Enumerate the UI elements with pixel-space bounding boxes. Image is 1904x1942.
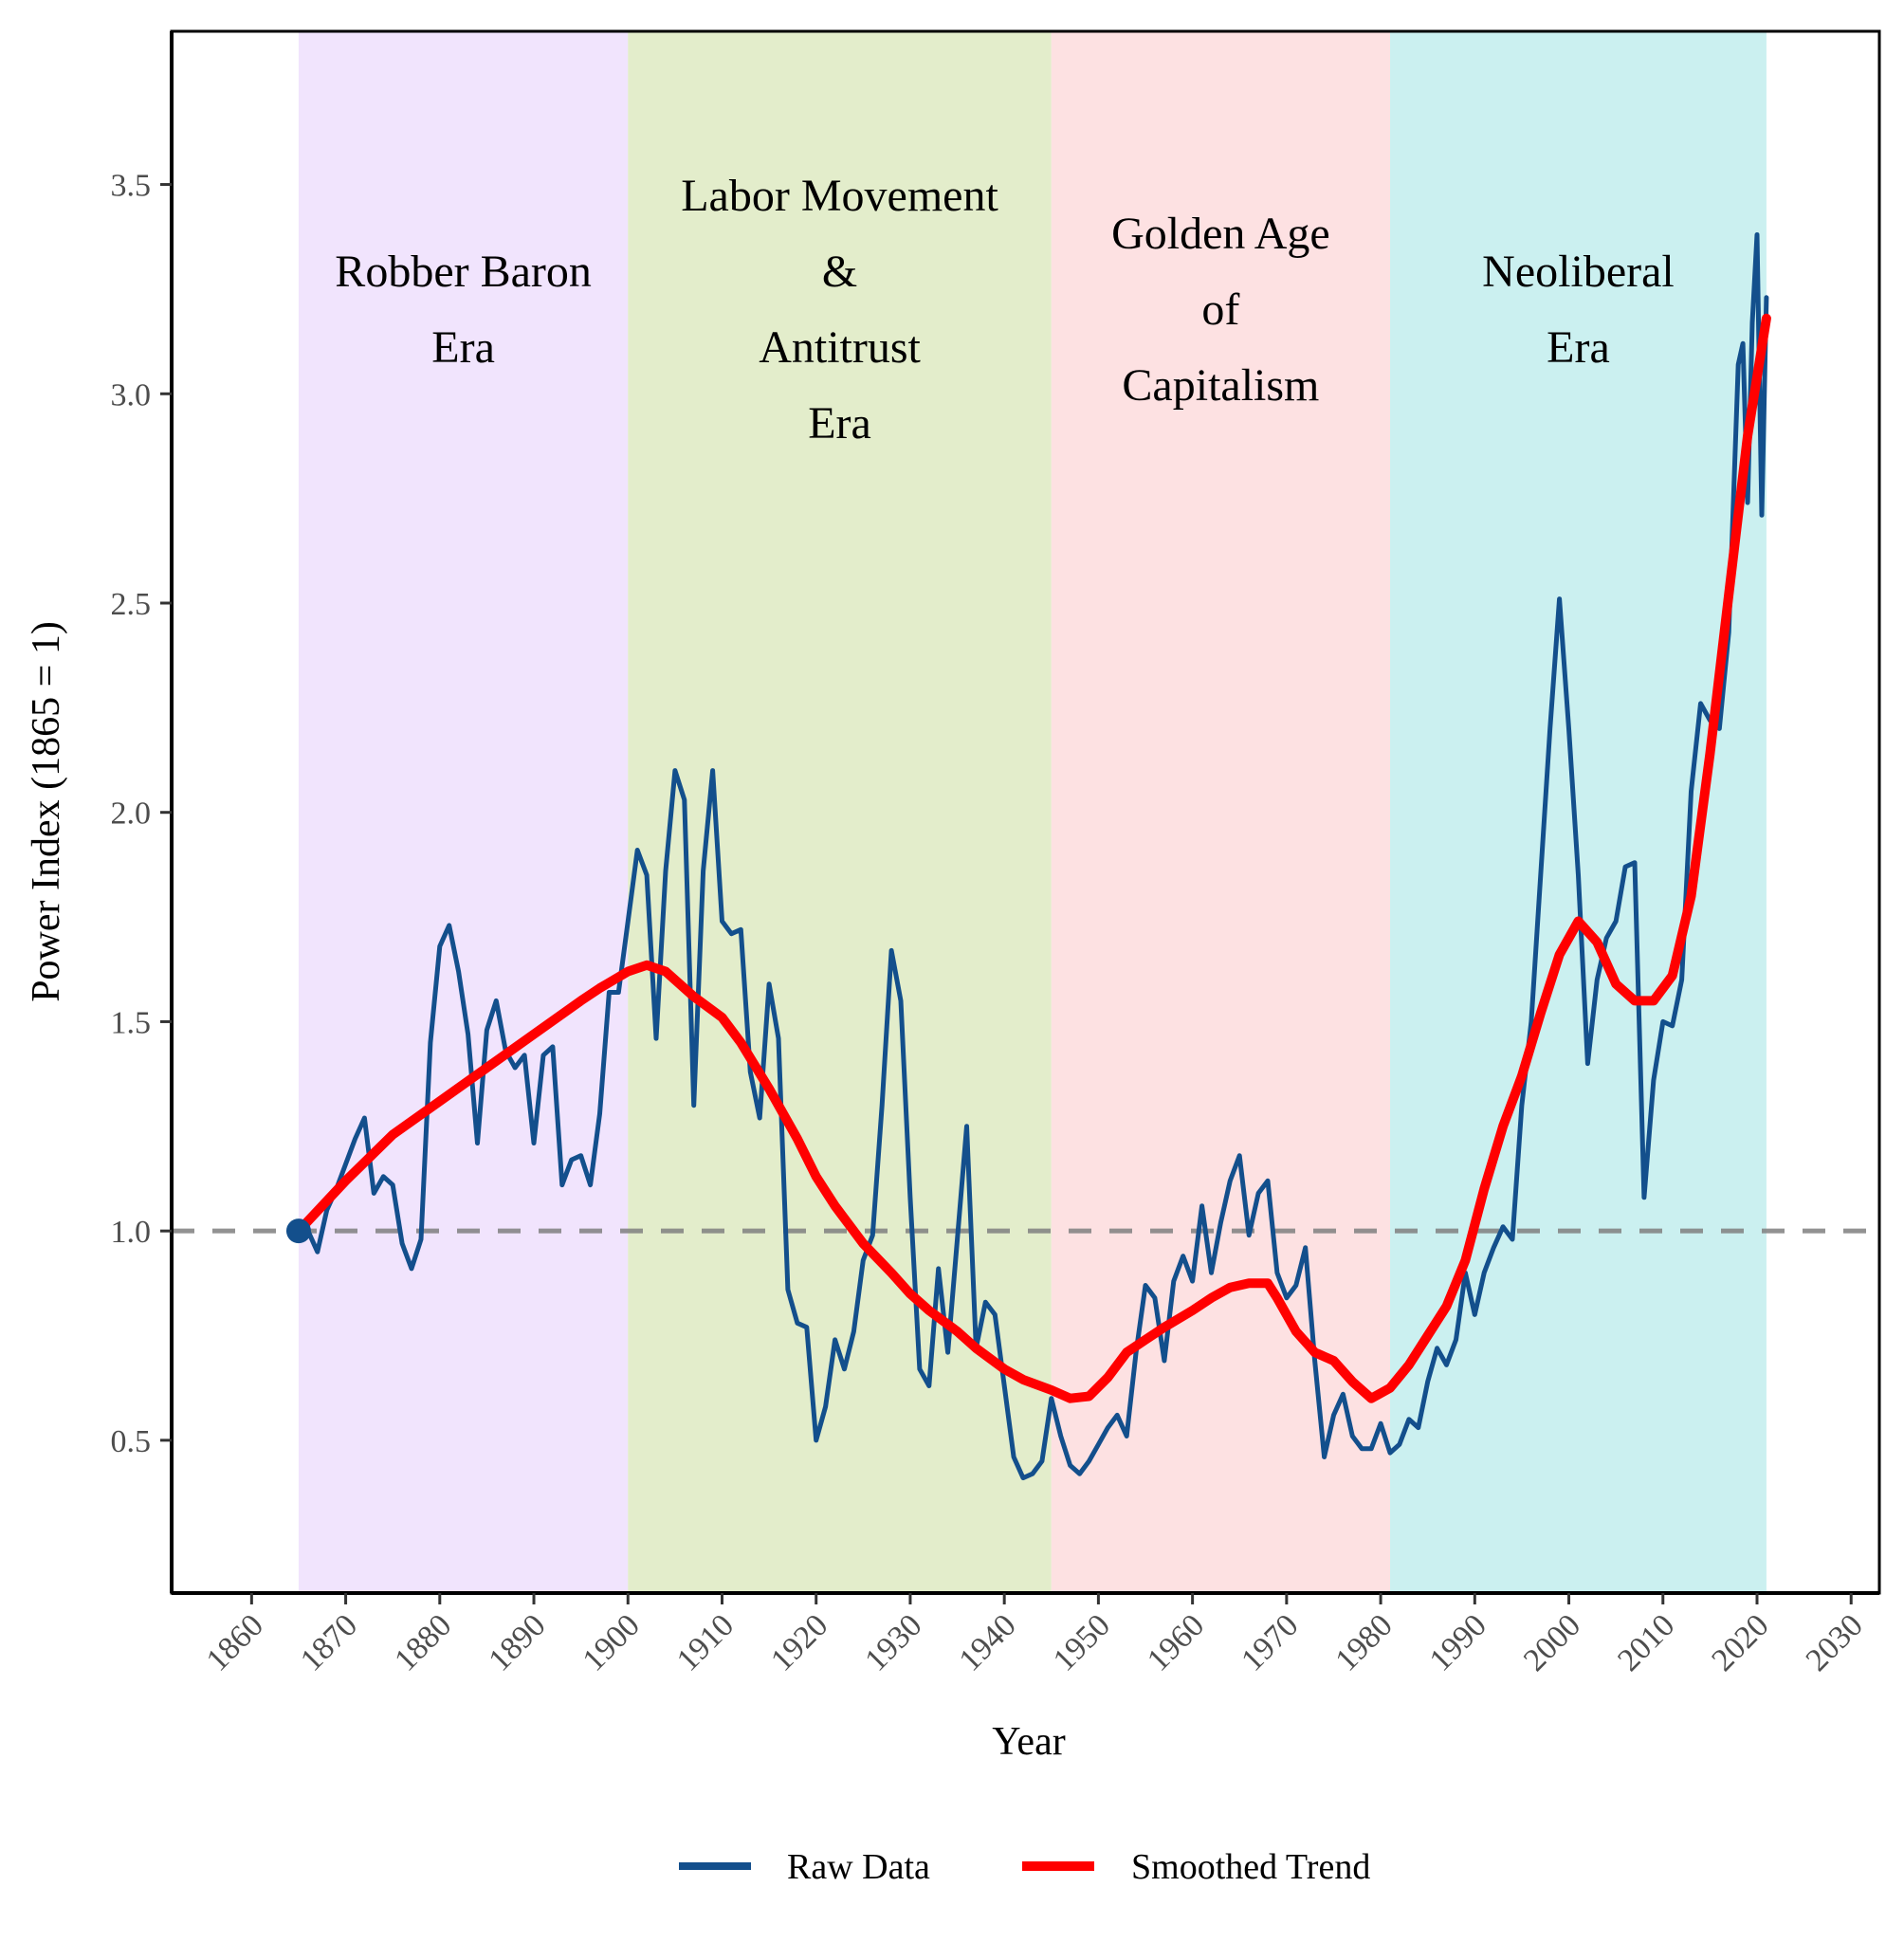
era-band-3 <box>1051 31 1391 1593</box>
x-axis-title: Year <box>992 1720 1065 1764</box>
x-tick-label: 1920 <box>764 1607 834 1677</box>
legend-label-raw-data: Raw Data <box>787 1847 930 1887</box>
era-label-line: Antitrust <box>759 322 921 373</box>
era-label-line: & <box>822 247 857 297</box>
x-tick-label: 1940 <box>953 1607 1023 1677</box>
y-tick-label: 3.5 <box>111 169 152 204</box>
series-lines <box>285 232 1771 1481</box>
y-axis-title: Power Index (1865 = 1) <box>25 621 68 1002</box>
legend-label-smoothed-trend: Smoothed Trend <box>1131 1847 1370 1887</box>
x-tick-label: 2030 <box>1800 1607 1870 1677</box>
era-label-line: Era <box>1547 322 1610 373</box>
era-label-line: Neoliberal <box>1482 247 1675 297</box>
x-tick-label: 1960 <box>1141 1607 1211 1677</box>
era-label-line: Robber Baron <box>335 247 592 297</box>
x-tick-label: 1880 <box>388 1607 458 1677</box>
y-tick-label: 3.0 <box>111 377 152 412</box>
y-tick-label: 1.0 <box>111 1215 152 1250</box>
series-line-smoothed-trend <box>294 313 1771 1403</box>
legend: Raw Data Smoothed Trend <box>679 1847 1370 1887</box>
x-tick-label: 1860 <box>200 1607 270 1677</box>
x-tick-label: 2010 <box>1611 1607 1681 1677</box>
series-line-raw-data <box>296 232 1769 1481</box>
era-label-line: Era <box>808 398 871 449</box>
era-labels: Robber Baron Era Labor Movement & Antitrust E… <box>335 171 1674 449</box>
x-tick-label: 1910 <box>670 1607 741 1677</box>
x-tick-label: 2000 <box>1517 1607 1587 1677</box>
x-tick-label: 1950 <box>1047 1607 1117 1677</box>
era-band-1 <box>298 31 629 1593</box>
y-tick-label: 1.5 <box>111 1005 152 1040</box>
x-tick-label: 1890 <box>482 1607 552 1677</box>
x-tick-label: 1870 <box>294 1607 364 1677</box>
x-tick-label: 2020 <box>1705 1607 1775 1677</box>
x-tick-label: 1930 <box>858 1607 928 1677</box>
x-tick-label: 1900 <box>577 1607 647 1677</box>
y-tick-label: 0.5 <box>111 1424 152 1459</box>
x-tick-label: 1990 <box>1423 1607 1493 1677</box>
era-label-line: of <box>1201 284 1239 335</box>
base-point-marker <box>285 1218 311 1244</box>
era-label-line: Labor Movement <box>681 171 998 221</box>
era-label-line: Golden Age <box>1111 209 1330 259</box>
x-tick-label: 1980 <box>1328 1607 1399 1677</box>
era-bands <box>298 31 1767 1593</box>
era-label-line: Capitalism <box>1122 360 1319 411</box>
era-label-line: Era <box>431 322 495 373</box>
x-tick-label: 1970 <box>1235 1607 1305 1677</box>
y-tick-label: 2.0 <box>111 797 152 832</box>
y-tick-label: 2.5 <box>111 587 152 622</box>
